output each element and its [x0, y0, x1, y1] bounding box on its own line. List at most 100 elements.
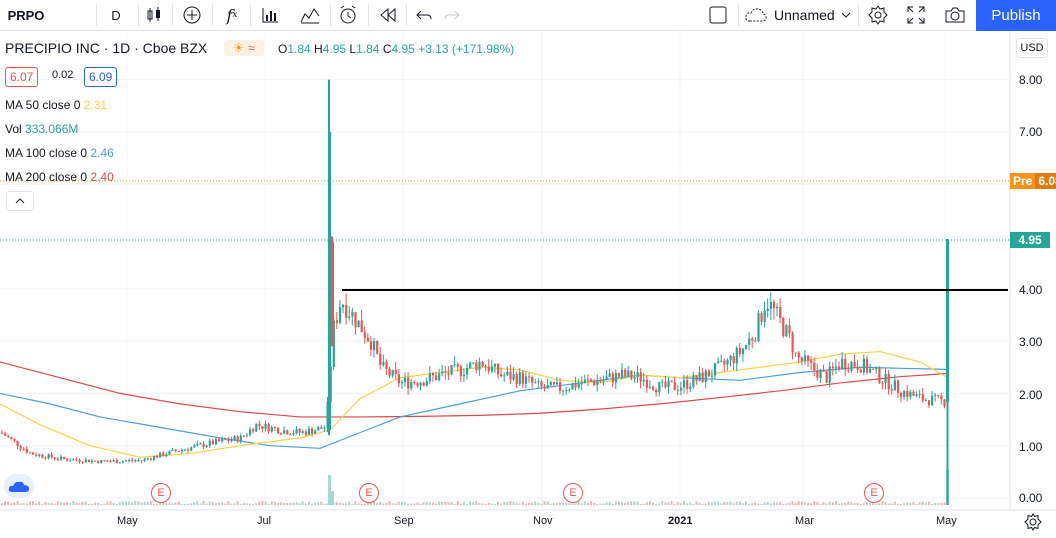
financials-icon[interactable]	[258, 0, 282, 30]
volume-bar	[391, 503, 394, 505]
volume-bar	[270, 501, 273, 505]
candle-body	[441, 371, 444, 374]
ideas-icon[interactable]	[298, 0, 322, 30]
volume-bar	[487, 502, 490, 505]
volume-bar	[10, 503, 13, 505]
volume-bar	[425, 502, 428, 505]
candle-body	[357, 320, 360, 328]
candle-body	[630, 370, 633, 379]
earnings-marker[interactable]: E	[563, 483, 583, 503]
candle-body	[717, 361, 720, 364]
candle-body	[624, 369, 627, 377]
volume-bar	[580, 503, 583, 505]
earnings-marker[interactable]: E	[864, 483, 884, 503]
axis-settings-gear-icon[interactable]	[1024, 513, 1042, 531]
interval-button[interactable]: D	[111, 7, 121, 23]
candles-icon[interactable]	[142, 0, 166, 30]
ma50-legend[interactable]: MA 50 close 0 2.31	[5, 98, 108, 112]
candle-body	[946, 239, 949, 402]
x-tick: Mar	[795, 515, 814, 527]
gear-icon[interactable]	[866, 0, 890, 30]
volume-bar	[115, 503, 118, 505]
alert-icon[interactable]	[336, 0, 360, 30]
candle-body	[422, 382, 425, 386]
fullscreen-icon[interactable]	[904, 0, 928, 30]
volume-bar	[596, 503, 599, 505]
volume-bar	[50, 502, 53, 505]
volume-bar	[779, 502, 782, 505]
candle-body	[109, 461, 112, 463]
compare-icon[interactable]	[180, 0, 204, 30]
candle-body	[658, 382, 661, 393]
volume-bar	[630, 501, 633, 505]
undo-icon[interactable]	[412, 0, 436, 30]
volume-bar	[757, 503, 760, 505]
fullscreen-layout-icon[interactable]	[706, 0, 730, 30]
ask-price[interactable]: 6.09	[84, 67, 118, 87]
layout-name[interactable]: Unnamed	[774, 7, 835, 23]
volume-bar	[515, 502, 518, 505]
volume-bar	[187, 503, 189, 505]
earnings-marker[interactable]: E	[151, 483, 171, 503]
candle-body	[884, 373, 887, 384]
volume-bar	[642, 503, 645, 505]
candle-body	[162, 452, 165, 457]
volume-bar	[714, 501, 716, 505]
volume-bar	[292, 502, 295, 505]
volume-bar	[701, 503, 704, 505]
volume-bar	[847, 501, 850, 505]
candle-body	[90, 460, 94, 463]
volume-bar	[906, 502, 909, 505]
currency-button[interactable]: USD	[1016, 38, 1048, 58]
volume-bar	[723, 501, 726, 505]
candle-body	[732, 355, 735, 364]
ma200-legend[interactable]: MA 200 close 0 2.40	[5, 170, 114, 184]
camera-icon[interactable]	[942, 0, 968, 30]
candle-body	[741, 348, 745, 355]
volume-bar	[509, 501, 512, 505]
volume-bar	[546, 501, 549, 505]
volume-bar	[53, 503, 56, 505]
candle-body	[729, 355, 732, 361]
candle-body	[903, 390, 906, 397]
symbol-search[interactable]: PRPO	[7, 7, 45, 23]
volume-bar	[478, 502, 481, 505]
earnings-marker[interactable]: E	[359, 483, 379, 503]
volume-bar	[450, 502, 453, 505]
volume-legend[interactable]: Vol 333.066M	[5, 122, 79, 136]
candle-body	[621, 369, 624, 377]
ma100-legend[interactable]: MA 100 close 0 2.46	[5, 146, 114, 160]
collapse-legend-button[interactable]	[6, 191, 34, 211]
volume-bar	[4, 501, 7, 505]
bid-price[interactable]: 6.07	[5, 67, 39, 87]
redo-icon[interactable]	[440, 0, 464, 30]
volume-bar	[298, 503, 301, 505]
chevron-down-icon[interactable]	[838, 0, 854, 30]
volume-bar	[726, 502, 729, 505]
horizontal-grid	[0, 79, 1010, 499]
volume-bar	[326, 503, 329, 505]
replay-icon[interactable]	[376, 0, 400, 30]
volume-bar	[385, 502, 388, 505]
volume-bar	[214, 502, 217, 505]
volume-bar	[924, 502, 927, 505]
publish-button[interactable]: Publish	[976, 0, 1056, 31]
candle-body	[506, 371, 509, 376]
volume-bar	[583, 501, 586, 505]
volume-bar	[211, 501, 214, 505]
candle-body	[326, 401, 329, 429]
volume-bar	[466, 503, 468, 505]
candle-body	[748, 338, 751, 345]
spread-value: 0.02	[52, 69, 74, 81]
candle-body	[769, 302, 772, 309]
tradingview-logo[interactable]	[4, 474, 34, 498]
candle-body	[518, 372, 521, 385]
candle-body	[4, 433, 7, 436]
candle-body	[19, 446, 22, 449]
y-tick: 2.00	[1019, 388, 1043, 402]
volume-bar	[90, 503, 93, 505]
volume-bar	[661, 501, 664, 505]
